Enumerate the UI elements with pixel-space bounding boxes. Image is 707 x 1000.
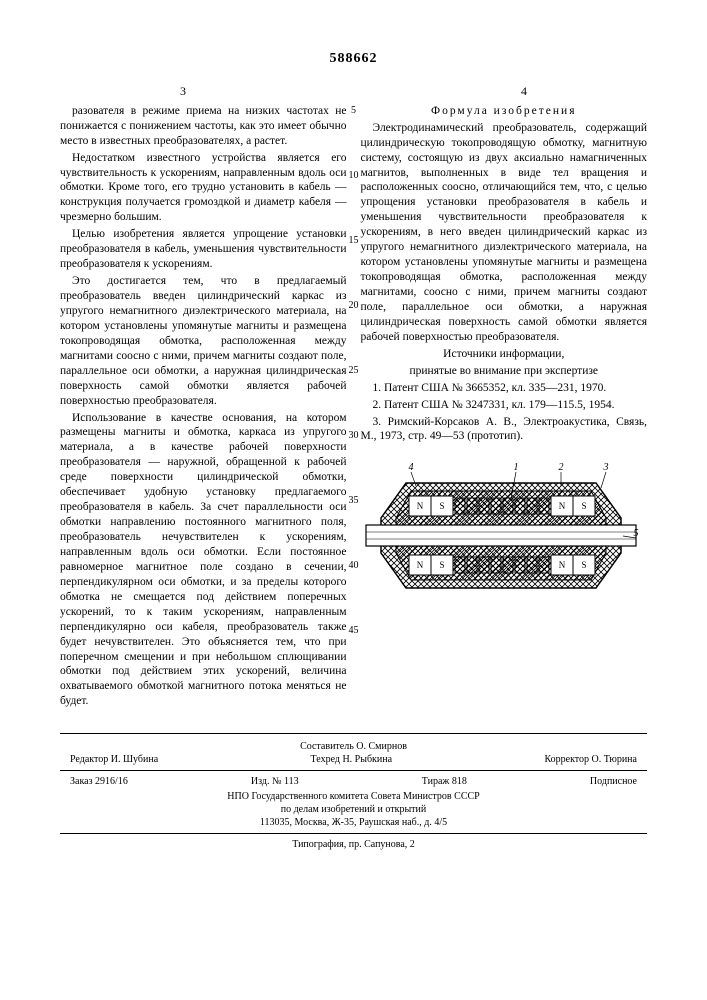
patent-figure: N S N S N S N S 1 2 3 4 5	[361, 458, 648, 613]
line-number-gutter: 5 10 15 20 25 30 35 40 45	[345, 104, 363, 689]
footer-org: по делам изобретений и открытий	[60, 803, 647, 816]
footer-tech: Техред Н. Рыбкина	[311, 753, 393, 766]
line-number: 25	[345, 364, 363, 377]
body-paragraph: разователя в режиме приема на низких час…	[60, 104, 347, 149]
svg-text:S: S	[581, 501, 586, 511]
line-number: 15	[345, 234, 363, 247]
claim-text: Электродинамический преобразователь, сод…	[361, 121, 648, 345]
page-left: 3	[180, 84, 186, 100]
footer-izd: Изд. № 113	[251, 775, 299, 788]
line-number: 35	[345, 494, 363, 507]
svg-text:5: 5	[633, 528, 638, 539]
sources-title: Источники информации,	[361, 347, 648, 362]
sources-subtitle: принятые во внимание при экспертизе	[361, 364, 648, 379]
line-number: 45	[345, 624, 363, 637]
body-paragraph: Это достигается тем, что в предлагаемый …	[60, 274, 347, 408]
svg-text:N: N	[558, 501, 565, 511]
reference-item: 2. Патент США № 3247331, кл. 179—115.5, …	[361, 398, 648, 413]
reference-item: 3. Римский-Корсаков А. В., Электроакусти…	[361, 415, 648, 445]
footer-block: Составитель О. Смирнов Редактор И. Шубин…	[60, 740, 647, 851]
footer-editor: Редактор И. Шубина	[70, 753, 158, 766]
svg-text:4: 4	[408, 462, 413, 473]
footer-typography: Типография, пр. Сапунова, 2	[60, 838, 647, 851]
svg-text:3: 3	[602, 462, 608, 473]
body-paragraph: Целью изобретения является упрощение уст…	[60, 227, 347, 272]
two-column-body: 5 10 15 20 25 30 35 40 45 разователя в р…	[60, 104, 647, 712]
body-paragraph: Использование в качестве основания, на к…	[60, 411, 347, 710]
reference-item: 1. Патент США № 3665352, кл. 335—231, 19…	[361, 381, 648, 396]
footer-tirazh: Тираж 818	[422, 775, 467, 788]
svg-text:S: S	[439, 501, 444, 511]
body-paragraph: Недостатком известного устройства являет…	[60, 151, 347, 226]
right-column: Формула изобретения Электродинамический …	[361, 104, 648, 712]
svg-text:1: 1	[513, 462, 518, 473]
footer-sub: Подписное	[590, 775, 637, 788]
footer-corrector: Корректор О. Тюрина	[544, 753, 637, 766]
svg-text:N: N	[416, 560, 423, 570]
line-number: 30	[345, 429, 363, 442]
formula-title: Формула изобретения	[361, 104, 648, 119]
svg-text:N: N	[558, 560, 565, 570]
svg-text:2: 2	[558, 462, 563, 473]
patent-number: 588662	[60, 50, 647, 68]
footer-org: НПО Государственного комитета Совета Мин…	[60, 790, 647, 803]
line-number: 40	[345, 559, 363, 572]
page-right: 4	[521, 84, 527, 100]
line-number: 5	[345, 104, 363, 117]
footer-order: Заказ 2916/16	[70, 775, 128, 788]
svg-text:N: N	[416, 501, 423, 511]
svg-text:S: S	[581, 560, 586, 570]
left-column: разователя в режиме приема на низких час…	[60, 104, 347, 712]
page-numbers: 3 4	[180, 84, 527, 100]
line-number: 10	[345, 169, 363, 182]
divider	[60, 733, 647, 734]
footer-compiler: Составитель О. Смирнов	[60, 740, 647, 753]
svg-text:S: S	[439, 560, 444, 570]
line-number: 20	[345, 299, 363, 312]
footer-addr: 113035, Москва, Ж-35, Раушская наб., д. …	[60, 816, 647, 829]
